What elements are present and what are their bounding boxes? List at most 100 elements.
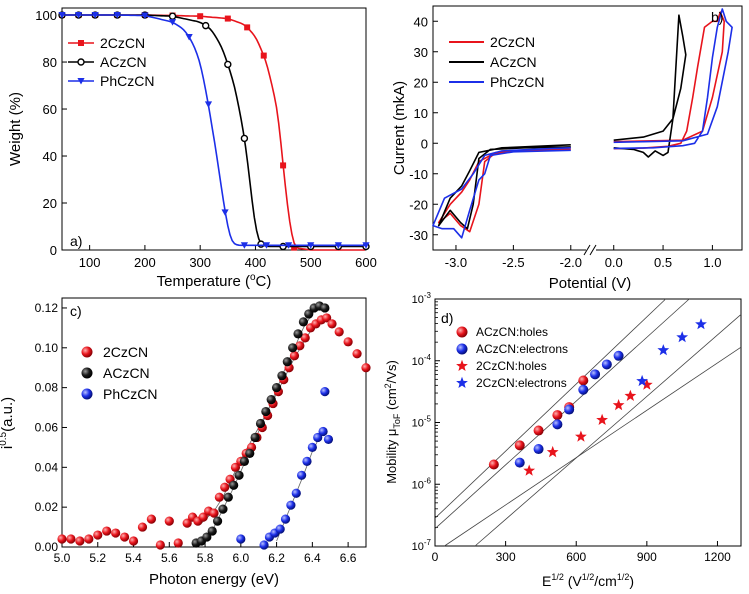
panel-c-x-tick-label: 6.4 (304, 551, 321, 565)
panel-d-data-point (596, 413, 608, 425)
panel-c-data-point (212, 516, 223, 526)
panel-c-x-axis-title: Photon energy (eV) (149, 571, 279, 588)
panel-c-data-point (266, 394, 276, 405)
panel-a-marker (168, 12, 177, 20)
panel-d-x-tick-label: 600 (566, 550, 586, 564)
panel-d-legend: ACzCN:holes ACzCN:electrons 2CzCN:holes 2Cz… (456, 325, 568, 390)
panel-c-data-point (361, 363, 371, 373)
panel-c-legend-label: PhCzCN (103, 386, 157, 402)
panel-a-legend-marker (78, 40, 84, 46)
panel-c-data-point (304, 309, 314, 319)
panel-a-marker (185, 33, 193, 41)
panel-c-data-point (236, 534, 246, 544)
panel-b-cyclic-voltammetry: -3.0 -2.5 -2.0 0.0 0.5 1.0-30-20-10010203040 … (391, 5, 743, 292)
panel-c-data-point (302, 456, 312, 466)
panel-c-data-point (327, 319, 337, 329)
panel-a-marker (334, 242, 342, 249)
panel-d-legend-marker (456, 343, 468, 355)
panel-d-data-point (552, 419, 563, 430)
panel-a-marker (197, 13, 204, 20)
panel-d-fit-line (474, 314, 742, 547)
panel-c-data-point (307, 442, 317, 452)
panel-a-marker (362, 242, 370, 249)
panel-d-x-tick-label: 0 (432, 550, 439, 564)
panel-b-voltammogram-right (613, 8, 733, 150)
panel-c-data-point (288, 343, 298, 353)
panel-d-y-tick-label: 10-3 (412, 291, 432, 306)
panel-b-axis-break-mark (583, 244, 591, 256)
panel-c-data-point (289, 351, 300, 361)
panel-a-marker (240, 134, 249, 143)
panel-d-data-point (578, 384, 589, 395)
panel-a-frame (61, 7, 367, 251)
panel-c-x-tick-label: 5.4 (125, 551, 142, 565)
panel-a-thermogravimetry: 100 200 300 400 500 600 0 20 40 60 80 100 a) Temper… (7, 7, 377, 290)
panel-c-data-point (57, 534, 67, 544)
panel-d-x-axis-title: E1/2 (V1/2/cm1/2) (542, 572, 634, 589)
panel-d-x-tick-label: 300 (496, 550, 516, 564)
panel-a-legend-label: PhCzCN (100, 73, 154, 89)
panel-b-x-tick-label: 1.0 (703, 255, 721, 270)
panel-b-y-tick-label: 0 (421, 136, 428, 151)
panel-a-x-tick-label: 600 (355, 255, 377, 270)
panel-d-y-tick-label: 10-5 (412, 415, 432, 430)
panel-c-data-point (245, 448, 255, 458)
panel-c-data-point (334, 327, 344, 337)
panel-a-x-tick-label: 200 (134, 255, 156, 270)
panel-a-y-axis-title: Weight (%) (7, 92, 24, 166)
panel-c-y-tick-label: 0.02 (35, 500, 59, 514)
panel-d-data-point (578, 375, 589, 386)
panel-c-x-tick-label: 5.6 (161, 551, 178, 565)
panel-b-y-tick-label: 10 (414, 106, 428, 121)
panel-d-data-point (640, 378, 653, 390)
panel-c-data-point (128, 536, 139, 546)
panel-d-legend-label: ACzCN:electrons (476, 342, 568, 356)
panel-b-y-tick-label: 20 (414, 75, 428, 90)
panel-c-x-tick-label: 6.0 (232, 551, 249, 565)
panel-b-x-tick-label: -2.5 (502, 255, 524, 270)
panel-a-marker (280, 162, 287, 169)
panel-d-data-point (575, 430, 587, 442)
panel-c-data-point (111, 528, 121, 538)
panel-a-x-tick-label: 500 (300, 255, 322, 270)
panel-a-marker (285, 242, 293, 249)
panel-a-marker (58, 12, 66, 19)
panel-a-legend-label: ACzCN (100, 54, 147, 70)
panel-c-data-point (250, 432, 260, 443)
panel-a-marker (279, 242, 287, 251)
panel-b-x-tick-label: 0.0 (605, 255, 623, 270)
panel-d-data-point (612, 399, 625, 411)
panel-c-data-point (322, 313, 332, 323)
panel-d-data-point (601, 359, 612, 370)
panel-d-x-tick-label: 1200 (704, 550, 731, 564)
panel-c-data-point (234, 470, 244, 480)
panel-d-y-axis-title: Mobility μToF (cm2/Vs) (383, 360, 402, 484)
panel-c-data-point (214, 492, 224, 502)
panel-a-x-tick-label: 400 (245, 255, 267, 270)
panel-c-legend-marker (81, 346, 93, 358)
panel-b-y-tick-label: -20 (409, 197, 428, 212)
panel-c-x-tick-label: 6.6 (340, 551, 357, 565)
panel-a-marker (260, 52, 267, 59)
panel-d-data-point (514, 457, 525, 468)
panel-c-photoelectron-yield: 5.0 5.2 5.4 5.6 5.8 6.0 6.2 6.4 6.6 0.00 0.02 0.04 0… (0, 297, 371, 588)
panel-d-data-point (624, 389, 637, 401)
panel-a-series-line (62, 14, 365, 247)
panel-c-legend-marker (81, 367, 93, 379)
panel-c-data-point (295, 341, 305, 351)
panel-c-data-point (313, 432, 323, 443)
panel-c-data-point (259, 540, 269, 550)
panel-c-x-tick-label: 5.0 (54, 551, 71, 565)
panel-c-data-point (209, 508, 219, 518)
panel-c-legend-label: 2CzCN (103, 344, 148, 360)
panel-c-data-point (66, 534, 76, 544)
panel-c-y-tick-label: 0.04 (35, 460, 59, 474)
panel-d-y-tick-label: 10-6 (412, 476, 432, 491)
panel-a-x-tick-label: 300 (189, 255, 211, 270)
panel-d-data-point (533, 444, 544, 455)
panel-b-x-tick-label: -2.0 (560, 255, 582, 270)
panel-c-data-point (320, 387, 330, 397)
panel-a-y-tick-label: 40 (43, 149, 57, 164)
panel-c-data-point (293, 329, 303, 339)
panel-d-data-point (695, 318, 707, 330)
